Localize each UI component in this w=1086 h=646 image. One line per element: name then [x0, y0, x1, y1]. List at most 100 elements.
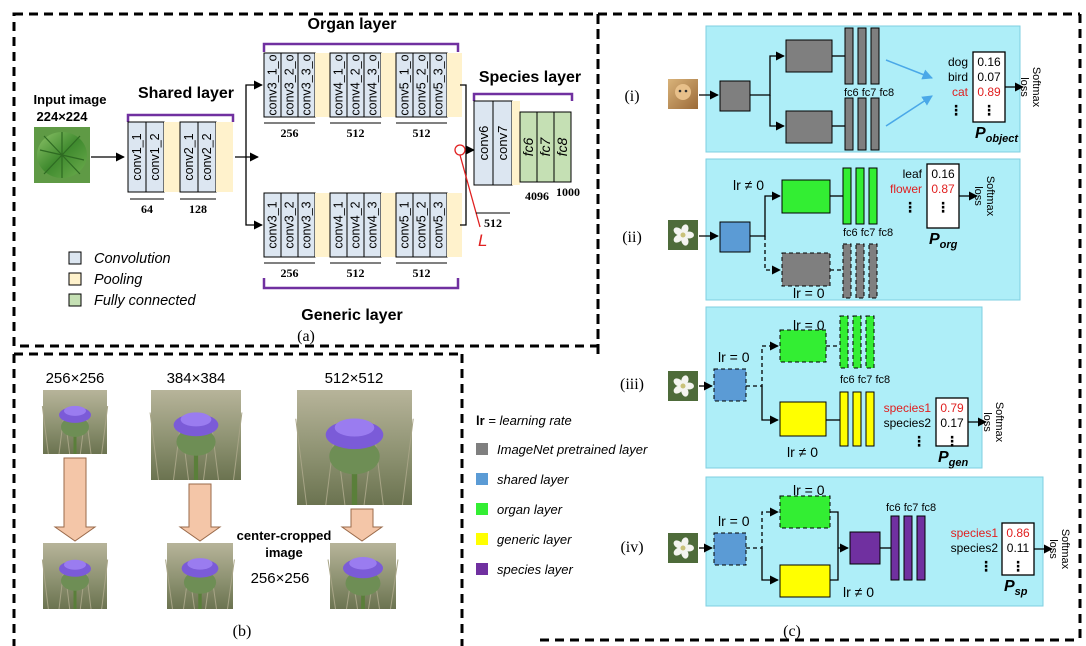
- svg-text:lr = learning rate: lr = learning rate: [476, 413, 572, 428]
- organ-conv-label: conv4_3_o: [366, 54, 380, 115]
- organ-conv-label: conv5_2_o: [415, 54, 429, 115]
- lr-annotation: lr ≠ 0: [787, 444, 818, 460]
- shared-block: conv1_1 conv1_2 conv2_1 conv2_2 64 128: [127, 121, 233, 216]
- lr-annotation: lr ≠ 0: [843, 584, 874, 600]
- class-label: cat: [952, 85, 969, 99]
- lr-annotation: lr = 0: [718, 349, 750, 365]
- legend-c-swatch: [476, 503, 488, 515]
- prob-value: 0.07: [977, 70, 1001, 84]
- legend-c-label: species layer: [497, 562, 574, 577]
- organ-block: [781, 179, 831, 214]
- cat-thumbnail: [668, 79, 698, 109]
- generic-conv-label: conv5_3: [432, 201, 446, 248]
- prob-box: [935, 397, 969, 447]
- flower-thumbnail: [668, 533, 698, 563]
- generic-conv-label: conv3_1: [266, 201, 280, 248]
- row-id: (iv): [620, 539, 643, 556]
- softmax-label: Softmax: [1030, 67, 1042, 108]
- fc-bar: [855, 243, 865, 299]
- shared-brace: [126, 113, 235, 122]
- fc-labels: fc6 fc7 fc8: [886, 502, 936, 514]
- dim-label: 128: [189, 202, 207, 216]
- fc-labels: fc6 fc7 fc8: [840, 374, 890, 386]
- pretrained-block: [785, 110, 833, 144]
- flower-thumbnail: [668, 371, 698, 401]
- legend-c-label: generic layer: [497, 532, 572, 547]
- legend-c-swatch: [476, 473, 488, 485]
- class-label: species2: [884, 416, 932, 430]
- lr-annotation: lr ≠ 0: [733, 177, 764, 193]
- species-fc-label: fc7: [537, 136, 553, 156]
- generic-block-frozen: [781, 252, 831, 287]
- species-conv-label: conv7: [495, 126, 510, 161]
- fc-bar: [868, 243, 878, 299]
- row-iv: fc6 fc7 fc8 lr = 0 lr = 0 lr ≠ 0 0.86 species…: [668, 476, 1071, 607]
- dim-label: 512: [413, 126, 431, 140]
- panel-a-caption: (a): [297, 328, 315, 345]
- generic-brace: [262, 278, 460, 290]
- fc-bar: [855, 167, 865, 225]
- fc-bar: [839, 315, 849, 369]
- fc-bar: [903, 515, 913, 581]
- dim-label: 64: [141, 202, 153, 216]
- panel-b-multiscale: 256×256 384×384 512×512 center-cropped i…: [41, 370, 414, 640]
- legend-a: Convolution Pooling Fully connected: [68, 251, 196, 309]
- generic-conv-label: conv5_2: [415, 201, 429, 248]
- size-label-512: 512×512: [325, 370, 384, 387]
- species-brace: [472, 92, 574, 101]
- class-label: bird: [948, 70, 968, 84]
- generic-conv-label: conv3_2: [283, 201, 297, 248]
- generic-stage: conv3_1 conv3_2 conv3_3: [263, 192, 316, 258]
- pooling-cell: [315, 53, 330, 117]
- generic-stage: conv4_1 conv4_2 conv4_3: [329, 192, 382, 258]
- prob-box: [972, 51, 1006, 123]
- fc-bar: [870, 27, 880, 85]
- legend-a-swatch: [68, 251, 82, 265]
- lr-annotation: lr = 0: [793, 317, 825, 333]
- size-label-256: 256×256: [46, 370, 105, 387]
- lr-annotation: lr = 0: [718, 513, 750, 529]
- class-label: species1: [884, 401, 932, 415]
- loss-symbol: L: [478, 231, 487, 250]
- row-id: (iii): [620, 376, 644, 393]
- generic-conv-label: conv3_3: [300, 201, 314, 248]
- p-label: Porg: [929, 231, 958, 251]
- box-dots: ⋮: [945, 433, 959, 449]
- lr-annotation: lr = 0: [793, 482, 825, 498]
- thistle-photo: [149, 390, 243, 481]
- organ-block-frozen: [779, 495, 831, 529]
- fc-bar: [865, 391, 875, 447]
- fc-bar: [844, 97, 854, 151]
- species-fc-label: fc8: [554, 137, 570, 156]
- generic-conv-label: conv4_3: [366, 201, 380, 248]
- pooling-cell: [216, 122, 233, 192]
- fc-bar: [865, 315, 875, 369]
- leaf-image: [34, 127, 90, 183]
- legend-a-label: Convolution: [94, 251, 171, 267]
- prob-box: [926, 163, 960, 229]
- panel-b-caption: (b): [233, 623, 252, 640]
- pretrained-block: [785, 39, 833, 73]
- downscale-arrow: [340, 508, 384, 542]
- pooling-cell: [512, 101, 520, 185]
- dim-label: 512: [347, 126, 365, 140]
- species-layer-title: Species layer: [479, 69, 581, 86]
- generic-stage: conv5_1 conv5_2 conv5_3: [395, 192, 448, 258]
- p-label: Pobject: [975, 125, 1019, 145]
- dim-label: 1000: [556, 185, 580, 199]
- row-id: (i): [624, 88, 639, 105]
- loss-label: loss: [1018, 77, 1030, 97]
- legend-a-swatch: [68, 272, 82, 286]
- loss-pointer: [459, 154, 481, 228]
- softmax-label: Softmax: [1059, 529, 1071, 570]
- lr-key: lr: [476, 413, 485, 428]
- dim-label: 4096: [525, 189, 549, 203]
- fc-bar: [842, 243, 852, 299]
- loss-label: loss: [981, 412, 993, 432]
- organ-brace: [262, 42, 460, 52]
- species-conv-label: conv6: [476, 126, 491, 161]
- organ-conv-label: conv3_2_o: [283, 54, 297, 115]
- organ-conv-label: conv5_1_o: [398, 54, 412, 115]
- shared-conv-group: conv1_1 conv1_2: [127, 121, 165, 193]
